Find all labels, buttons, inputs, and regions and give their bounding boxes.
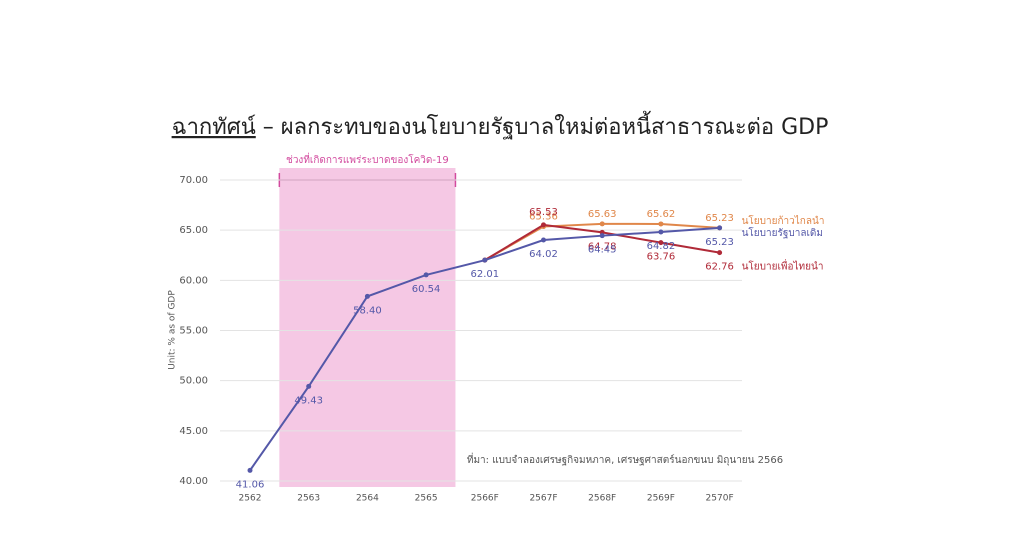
data-point: [717, 225, 723, 231]
x-tick-label: 2568F: [588, 494, 616, 504]
data-label: 64.02: [529, 249, 558, 260]
chart-title: ฉากทัศน์ – ผลกระทบของนโยบายรัฐบาลใหม่ต่อ…: [172, 111, 829, 140]
data-point: [658, 240, 664, 246]
data-point: [306, 383, 312, 389]
y-tick-label: 70.00: [179, 175, 208, 186]
y-tick-label: 65.00: [179, 225, 208, 236]
y-tick-label: 40.00: [179, 476, 208, 487]
data-label: 65.36: [529, 212, 558, 223]
data-point: [658, 229, 664, 235]
data-label: 62.76: [705, 262, 734, 273]
data-point: [717, 250, 723, 256]
shade-label: ช่วงที่เกิดการแพร่ระบาดของโควิด-19: [286, 152, 449, 166]
x-tick-label: 2567F: [529, 494, 557, 504]
data-point: [423, 272, 429, 278]
title-rest: – ผลกระทบของนโยบายรัฐบาลใหม่ต่อหนี้สาธาร…: [256, 111, 829, 140]
data-label: 64.82: [647, 241, 676, 252]
y-tick-label: 60.00: [179, 275, 208, 286]
data-label: 65.23: [705, 213, 734, 224]
data-label: 41.06: [236, 479, 265, 490]
y-tick-label: 50.00: [179, 376, 208, 387]
y-axis-label: Unit: % as of GDP: [168, 290, 178, 370]
source: ที่มา: แบบจำลองเศรษฐกิจมหภาค, เศรษฐศาสตร…: [467, 452, 783, 466]
data-label: 64.78: [588, 241, 617, 252]
x-tick-label: 2564: [356, 494, 379, 504]
data-label: 58.40: [353, 305, 382, 316]
data-label: 60.54: [412, 284, 441, 295]
data-label: 65.53: [529, 207, 558, 218]
x-tick-label: 2562: [239, 494, 262, 504]
data-point: [599, 233, 605, 239]
y-tick-label: 55.00: [179, 326, 208, 337]
data-point: [541, 237, 546, 243]
data-label: 62.01: [470, 269, 499, 280]
title-underlined: ฉากทัศน์: [172, 115, 256, 140]
x-tick-label: 2570F: [706, 494, 734, 504]
data-point: [658, 221, 664, 227]
shade-region: [279, 168, 456, 487]
data-label: 65.63: [588, 209, 617, 220]
x-tick-label: 2569F: [647, 494, 675, 504]
data-label: 49.43: [294, 395, 323, 406]
data-point: [482, 257, 488, 263]
data-point: [541, 222, 546, 228]
x-tick-label: 2566F: [471, 494, 499, 504]
x-tick-label: 2563: [297, 494, 320, 504]
legend-label: นโยบายเพื่อไทยนำ: [742, 259, 824, 273]
data-point: [599, 221, 605, 227]
data-label: 65.23: [705, 237, 734, 248]
data-point: [247, 467, 253, 473]
data-point: [364, 293, 370, 299]
legend-label: นโยบายก้าวไกลนำ: [742, 214, 825, 227]
y-tick-label: 45.00: [179, 426, 208, 437]
legend-label: นโยบายรัฐบาลเดิม: [742, 226, 823, 239]
data-label: 63.76: [647, 252, 676, 263]
x-tick-label: 2565: [415, 494, 438, 504]
data-label: 64.45: [588, 245, 617, 256]
data-label: 65.62: [647, 209, 676, 220]
